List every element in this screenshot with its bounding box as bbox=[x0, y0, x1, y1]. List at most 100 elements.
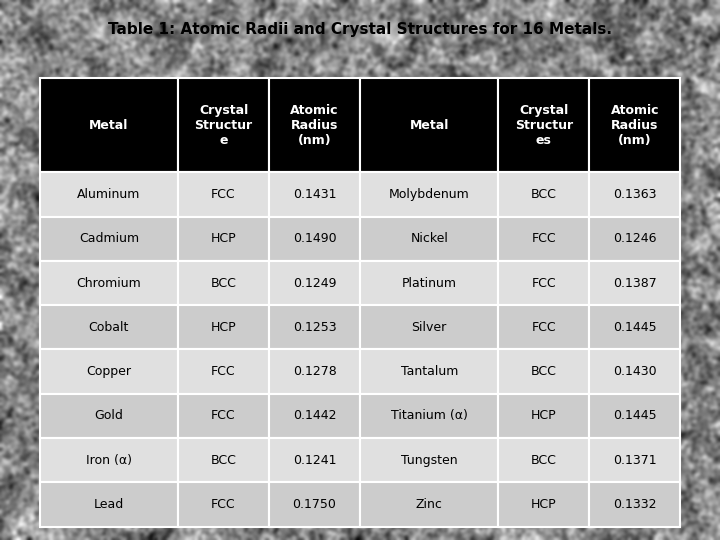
Bar bbox=[40, 78, 178, 172]
Bar bbox=[498, 438, 590, 482]
Text: FCC: FCC bbox=[531, 321, 557, 334]
Bar bbox=[269, 349, 360, 394]
Text: 0.1246: 0.1246 bbox=[613, 232, 657, 245]
Bar bbox=[269, 78, 360, 172]
Bar bbox=[40, 438, 178, 482]
Text: Chromium: Chromium bbox=[76, 276, 141, 289]
Bar bbox=[269, 217, 360, 261]
Text: Tungsten: Tungsten bbox=[401, 454, 457, 467]
Text: Atomic
Radius
(nm): Atomic Radius (nm) bbox=[611, 104, 660, 147]
Bar bbox=[40, 349, 178, 394]
Bar bbox=[360, 349, 498, 394]
Text: FCC: FCC bbox=[531, 276, 557, 289]
Text: Iron (α): Iron (α) bbox=[86, 454, 132, 467]
Text: Aluminum: Aluminum bbox=[77, 188, 140, 201]
Bar bbox=[360, 172, 498, 217]
Bar bbox=[590, 78, 680, 172]
Bar bbox=[178, 261, 269, 305]
Text: Copper: Copper bbox=[86, 365, 131, 378]
Text: Metal: Metal bbox=[410, 119, 449, 132]
Text: FCC: FCC bbox=[211, 365, 236, 378]
Bar bbox=[360, 261, 498, 305]
Bar bbox=[360, 78, 498, 172]
Bar bbox=[590, 305, 680, 349]
Bar bbox=[178, 438, 269, 482]
Text: Cobalt: Cobalt bbox=[89, 321, 129, 334]
Text: 0.1442: 0.1442 bbox=[293, 409, 336, 422]
Text: Silver: Silver bbox=[412, 321, 447, 334]
Bar bbox=[40, 78, 680, 526]
Text: 0.1371: 0.1371 bbox=[613, 454, 657, 467]
Bar bbox=[269, 261, 360, 305]
Bar bbox=[269, 394, 360, 438]
Text: Nickel: Nickel bbox=[410, 232, 448, 245]
Text: FCC: FCC bbox=[211, 498, 236, 511]
Bar bbox=[269, 438, 360, 482]
Bar bbox=[590, 217, 680, 261]
Bar bbox=[360, 305, 498, 349]
Text: 0.1363: 0.1363 bbox=[613, 188, 657, 201]
Bar bbox=[178, 78, 269, 172]
Text: Crystal
Structur
es: Crystal Structur es bbox=[515, 104, 573, 147]
Text: Atomic
Radius
(nm): Atomic Radius (nm) bbox=[290, 104, 339, 147]
Bar bbox=[269, 482, 360, 526]
Text: 0.1750: 0.1750 bbox=[292, 498, 336, 511]
Text: BCC: BCC bbox=[531, 188, 557, 201]
Bar bbox=[498, 394, 590, 438]
Bar bbox=[178, 305, 269, 349]
Text: 0.1387: 0.1387 bbox=[613, 276, 657, 289]
Text: 0.1241: 0.1241 bbox=[293, 454, 336, 467]
Text: Crystal
Structur
e: Crystal Structur e bbox=[194, 104, 253, 147]
Bar bbox=[360, 394, 498, 438]
Bar bbox=[40, 305, 178, 349]
Text: Tantalum: Tantalum bbox=[400, 365, 458, 378]
Text: HCP: HCP bbox=[211, 321, 236, 334]
Bar bbox=[269, 305, 360, 349]
Text: 0.1249: 0.1249 bbox=[293, 276, 336, 289]
Text: HCP: HCP bbox=[531, 409, 557, 422]
Bar bbox=[590, 394, 680, 438]
Text: HCP: HCP bbox=[211, 232, 236, 245]
Text: Zinc: Zinc bbox=[415, 498, 443, 511]
Bar bbox=[498, 217, 590, 261]
Bar bbox=[590, 172, 680, 217]
Text: HCP: HCP bbox=[531, 498, 557, 511]
Bar bbox=[498, 172, 590, 217]
Text: Cadmium: Cadmium bbox=[78, 232, 139, 245]
Bar bbox=[590, 482, 680, 526]
Bar bbox=[498, 261, 590, 305]
Text: 0.1445: 0.1445 bbox=[613, 409, 657, 422]
Text: 0.1278: 0.1278 bbox=[292, 365, 336, 378]
Bar bbox=[590, 349, 680, 394]
Bar bbox=[360, 438, 498, 482]
Bar bbox=[178, 349, 269, 394]
Bar bbox=[40, 394, 178, 438]
Text: Molybdenum: Molybdenum bbox=[389, 188, 469, 201]
Bar bbox=[498, 305, 590, 349]
Text: 0.1332: 0.1332 bbox=[613, 498, 657, 511]
Bar bbox=[178, 217, 269, 261]
Text: FCC: FCC bbox=[531, 232, 557, 245]
Text: BCC: BCC bbox=[531, 365, 557, 378]
Bar bbox=[40, 482, 178, 526]
Text: 0.1490: 0.1490 bbox=[293, 232, 336, 245]
Bar bbox=[498, 349, 590, 394]
Bar bbox=[360, 217, 498, 261]
Bar bbox=[40, 261, 178, 305]
Text: Titanium (α): Titanium (α) bbox=[391, 409, 468, 422]
Text: BCC: BCC bbox=[210, 454, 236, 467]
Bar bbox=[360, 482, 498, 526]
Bar bbox=[590, 438, 680, 482]
Bar bbox=[178, 482, 269, 526]
Text: Table 1: Atomic Radii and Crystal Structures for 16 Metals.: Table 1: Atomic Radii and Crystal Struct… bbox=[108, 22, 612, 37]
Text: BCC: BCC bbox=[210, 276, 236, 289]
Bar bbox=[498, 78, 590, 172]
Text: FCC: FCC bbox=[211, 409, 236, 422]
Text: 0.1253: 0.1253 bbox=[293, 321, 336, 334]
Text: 0.1430: 0.1430 bbox=[613, 365, 657, 378]
Text: Gold: Gold bbox=[94, 409, 123, 422]
Text: 0.1445: 0.1445 bbox=[613, 321, 657, 334]
Bar bbox=[40, 172, 178, 217]
Bar bbox=[178, 172, 269, 217]
Bar bbox=[178, 394, 269, 438]
